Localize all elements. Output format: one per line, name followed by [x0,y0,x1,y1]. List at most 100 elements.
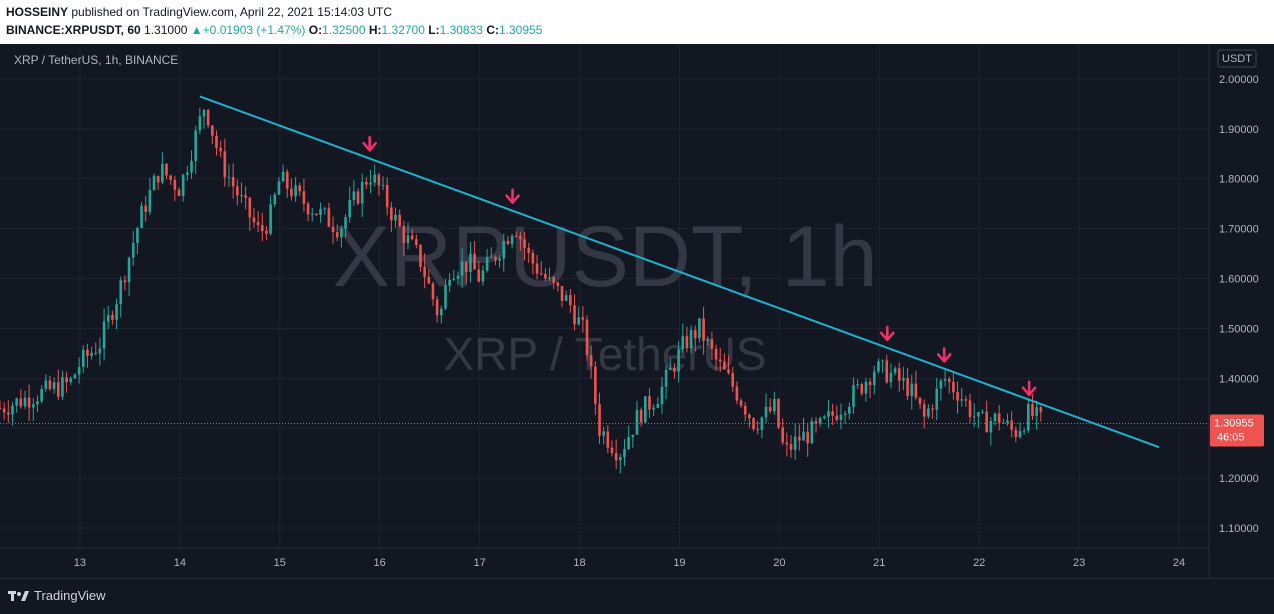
candle [56,369,60,400]
candle [206,108,210,129]
last-price-value: 1.30955 [1214,417,1254,429]
descending-trendline[interactable] [199,95,1160,449]
y-tick-label: 1.40000 [1219,373,1259,385]
candle [431,281,435,307]
currency-badge[interactable]: USDT [1217,49,1257,68]
candle [823,414,826,420]
candle [781,418,784,446]
down-arrow-icon[interactable] [1021,380,1037,397]
candle [993,412,997,426]
candle [36,395,39,413]
candle [290,178,293,201]
y-tick-label: 1.80000 [1219,174,1259,186]
candle [785,432,789,457]
high-label: H: [368,23,382,37]
x-tick-label: 19 [673,557,685,569]
candle [585,315,589,361]
candle [581,306,585,333]
candle [660,377,664,414]
candle [718,347,722,372]
candle [319,202,322,223]
candle [469,241,472,283]
candle [814,417,818,433]
candle [619,453,622,474]
candle [398,209,401,228]
candle [544,268,547,282]
down-arrow-icon[interactable] [879,325,895,342]
candle [473,240,476,270]
candle [236,179,239,206]
candle [1022,427,1026,435]
tradingview-brand[interactable]: TradingView [34,588,106,603]
candle [385,177,389,216]
candle [98,337,102,366]
candle [40,384,43,404]
candle [277,177,281,196]
candle [161,152,164,185]
candle [519,231,522,251]
candle [127,256,131,296]
candle [902,366,905,391]
candle [460,248,464,288]
candle [989,416,993,446]
candle [148,177,152,216]
y-tick-label: 1.10000 [1219,523,1259,535]
candle [15,397,18,413]
candle [614,439,618,469]
price-scale[interactable] [1209,44,1274,578]
candle [327,202,331,228]
candle [394,207,397,228]
footer-bar: TradingView [0,578,1274,614]
candle [977,411,980,429]
candle [106,306,110,330]
candle [410,229,414,241]
candle [985,400,988,433]
candle [548,267,551,282]
candle [514,231,518,238]
down-arrow-icon[interactable] [936,347,952,363]
candle [485,248,489,273]
candle [656,397,660,409]
candle [577,306,580,326]
candle [735,381,739,405]
author-name[interactable]: HOSSEINY [6,5,69,19]
down-arrow-icon[interactable] [505,188,520,204]
down-arrow-icon[interactable] [362,135,377,152]
candle [452,270,456,282]
candle [877,358,880,374]
up-arrow-icon: ▲ [190,23,203,37]
candle [968,393,972,423]
candle [211,125,214,145]
candle [843,410,847,424]
candle [119,276,123,318]
candle [952,371,955,400]
x-tick-label: 13 [74,557,86,569]
candle [227,164,231,187]
candle [693,325,697,352]
candle [981,409,984,415]
close-label: C: [486,23,499,37]
tradingview-logo-icon[interactable] [8,589,30,603]
candle [69,376,73,386]
candle [231,163,235,199]
candle [685,326,689,353]
candle [910,374,914,410]
candle [818,416,822,427]
x-tick-label: 23 [1073,557,1085,569]
candle [77,357,81,384]
candle [369,169,372,194]
candle [872,365,876,395]
candle [598,392,601,444]
price-chart[interactable]: XRPUSDT, 1h XRP / TetherUS XRP / TetherU… [0,44,1274,578]
candle [623,438,626,467]
x-tick-label: 21 [873,557,885,569]
candle [144,195,148,222]
x-tick-label: 17 [473,557,485,569]
candle [65,371,68,393]
candle [810,417,814,444]
candle [768,398,772,414]
candle [169,174,172,185]
candle [373,164,376,187]
candle [140,201,143,229]
low-value: 1.30833 [439,23,483,37]
